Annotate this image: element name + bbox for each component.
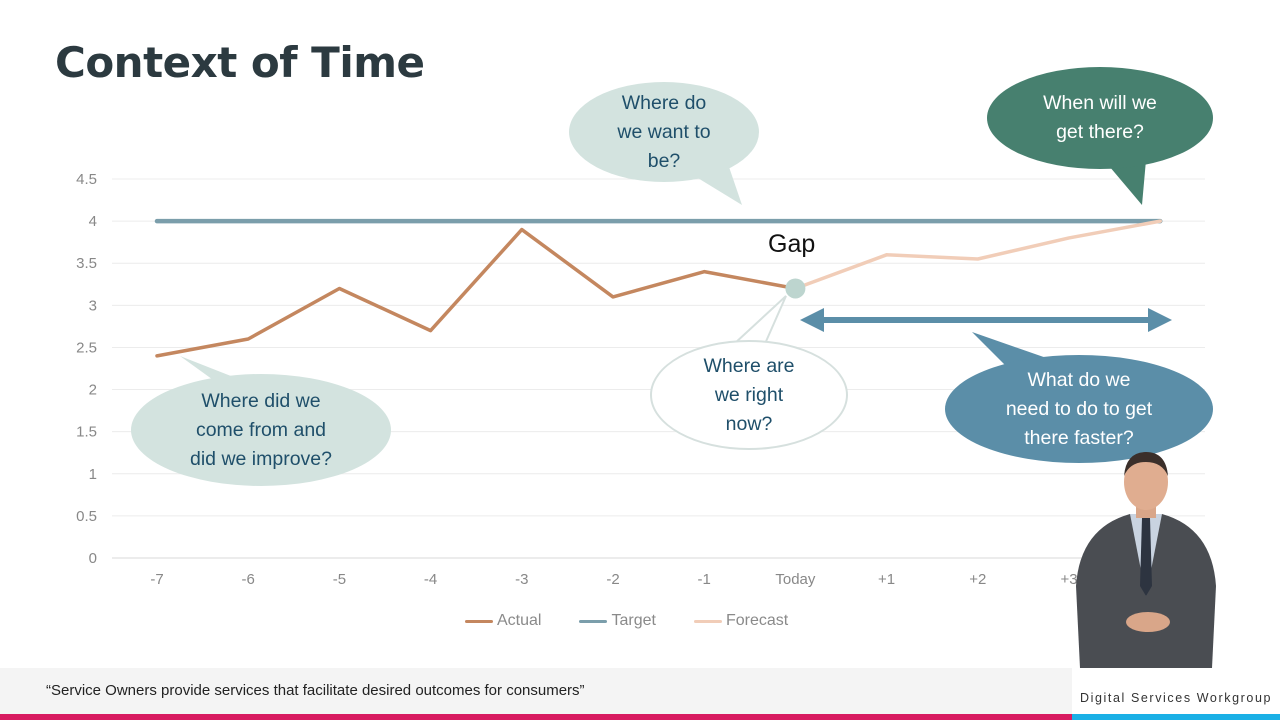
- legend-label-forecast: Forecast: [725, 612, 789, 629]
- footer-quote: “Service Owners provide services that fa…: [46, 682, 585, 699]
- data-point-target: [1067, 219, 1071, 223]
- legend-item-actual: Actual: [465, 612, 541, 630]
- legend-swatch-target: [579, 619, 608, 623]
- y-tick-label: 4: [89, 213, 97, 230]
- data-point-forecast: [1158, 219, 1162, 223]
- data-point-target: [976, 219, 980, 223]
- y-tick-label: 2.5: [76, 339, 97, 356]
- data-point-target: [429, 219, 433, 223]
- data-point-target: [337, 219, 341, 223]
- x-tick-label: +2: [969, 571, 986, 588]
- data-point-actual: [337, 286, 341, 290]
- data-point-forecast: [1067, 236, 1071, 240]
- data-point-target: [611, 219, 615, 223]
- callout-where-from: Where did we come from and did we improv…: [131, 374, 391, 486]
- callout-when-get-there: When will we get there?: [987, 67, 1213, 169]
- data-point-actual: [702, 270, 706, 274]
- footer-bar: [0, 668, 1072, 714]
- x-tick-label: +3: [1060, 571, 1077, 588]
- x-tick-label: +1: [878, 571, 895, 588]
- presenter-head: [1124, 454, 1168, 510]
- y-tick-label: 1.5: [76, 424, 97, 441]
- y-tick-label: 2: [89, 382, 97, 399]
- data-point-forecast: [885, 253, 889, 257]
- chart-legend: Actual Target Forecast: [465, 612, 788, 630]
- data-point-actual: [155, 354, 159, 358]
- x-tick-label: -3: [515, 571, 528, 588]
- brand-name: Digital Services Workgroup: [1072, 668, 1280, 714]
- x-tick-label: -7: [150, 571, 163, 588]
- presenter-hair: [1124, 452, 1168, 476]
- x-tick-label: -5: [333, 571, 346, 588]
- data-point-actual: [520, 228, 524, 232]
- legend-item-target: Target: [579, 612, 656, 630]
- x-tick-label: -6: [242, 571, 255, 588]
- data-point-actual: [611, 295, 615, 299]
- x-tick-label: Today: [775, 571, 816, 588]
- series-line-actual: [155, 227, 798, 358]
- today-marker: [785, 278, 806, 299]
- y-tick-label: 0: [89, 550, 97, 567]
- legend-item-forecast: Forecast: [693, 612, 789, 630]
- data-point-forecast: [976, 257, 980, 261]
- data-point-target: [520, 219, 524, 223]
- data-point-target: [793, 219, 797, 223]
- x-tick-label: -4: [424, 571, 437, 588]
- data-point-target: [885, 219, 889, 223]
- presenter-hands: [1126, 612, 1170, 632]
- bubble-tail-when: [1104, 160, 1146, 205]
- legend-label-actual: Actual: [497, 612, 542, 629]
- data-point-target: [702, 219, 706, 223]
- footer-accent-bar: [0, 714, 1072, 720]
- y-tick-label: 0.5: [76, 508, 97, 525]
- slide-title: Context of Time: [55, 38, 425, 87]
- series-line-forecast: [793, 219, 1162, 291]
- gap-label: Gap: [768, 230, 816, 258]
- legend-swatch-forecast: [693, 619, 722, 623]
- y-tick-label: 4.5: [76, 171, 97, 188]
- y-tick-label: 3: [89, 297, 97, 314]
- x-tick-label: -2: [606, 571, 619, 588]
- callout-where-now: Where are we right now?: [650, 340, 848, 450]
- presenter-tie: [1140, 518, 1152, 596]
- callout-where-want-to-be: Where do we want to be?: [569, 82, 759, 182]
- legend-label-target: Target: [611, 612, 656, 629]
- footer-brand-bar: [1072, 714, 1280, 720]
- bubble-tail-now: [731, 295, 787, 348]
- data-point-actual: [429, 329, 433, 333]
- y-tick-label: 3.5: [76, 255, 97, 272]
- x-tick-label: -1: [698, 571, 711, 588]
- callout-get-there-faster: What do we need to do to get there faste…: [945, 355, 1213, 463]
- y-tick-label: 1: [89, 466, 97, 483]
- presenter-video: [1076, 452, 1216, 668]
- data-point-target: [155, 219, 159, 223]
- data-point-target: [246, 219, 250, 223]
- legend-swatch-actual: [465, 619, 493, 623]
- data-point-actual: [246, 337, 250, 341]
